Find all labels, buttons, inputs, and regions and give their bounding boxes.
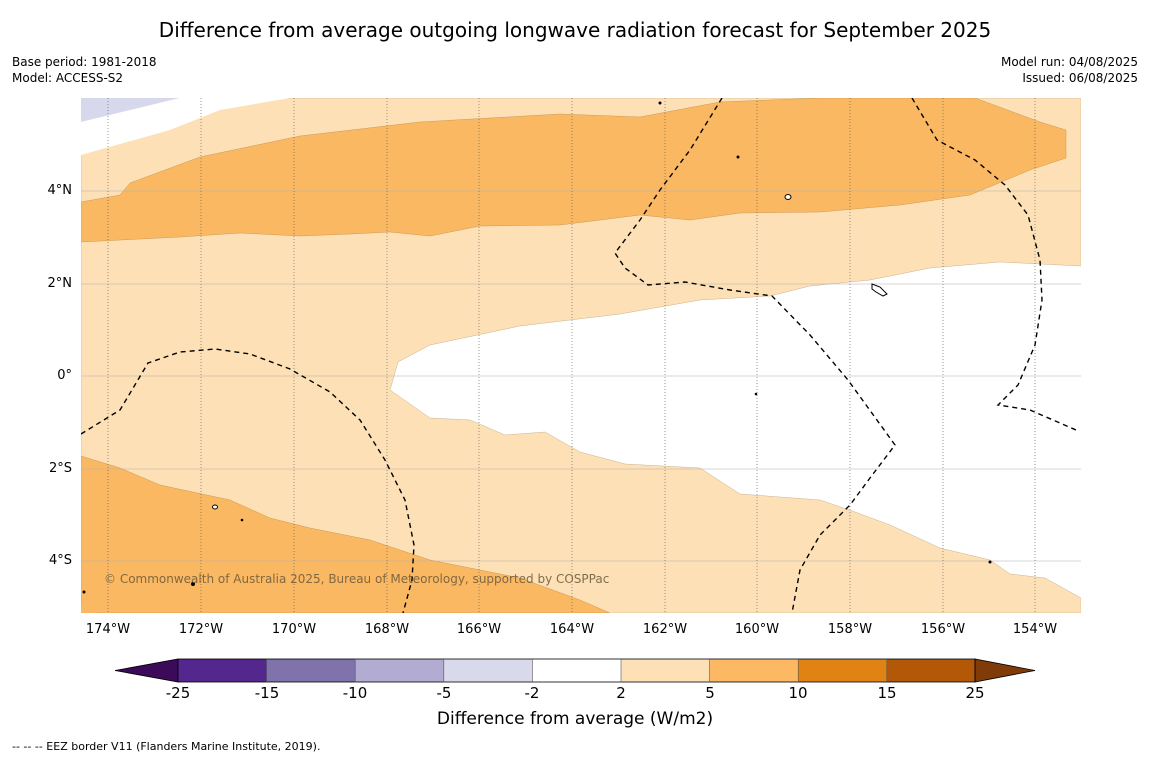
colorbar-seg-neg15 (266, 659, 356, 682)
colorbar-seg-neg25 (178, 659, 267, 682)
lat-label-4s: 4°S (48, 553, 72, 568)
chart-title: Difference from average outgoing longwav… (158, 18, 992, 42)
colorbar-max-extend (974, 658, 1036, 683)
colorbar (114, 658, 1036, 683)
colorbar-seg-10 (798, 659, 887, 682)
meta-left: Base period: 1981-2018 Model: ACCESS-S2 (12, 54, 157, 86)
colorbar-tick-neg10: -10 (342, 684, 368, 702)
region-orange-corner (81, 606, 95, 613)
lon-gridlines (107, 98, 1036, 613)
colorbar-seg-neg10 (355, 659, 444, 682)
issued-date: Issued: 06/08/2025 (1022, 71, 1138, 85)
colorbar-dividers (266, 659, 888, 682)
colorbar-min-extend (114, 658, 179, 683)
lat-label-4n: 4°N (47, 183, 73, 198)
colorbar-tick-neg5: -5 (436, 684, 452, 702)
model-name: Model: ACCESS-S2 (12, 71, 124, 85)
colorbar-seg-5 (709, 659, 799, 682)
lat-label-2n: 2°N (47, 276, 73, 291)
colorbar-frame (177, 658, 976, 683)
lat-gridlines (81, 190, 1081, 562)
copyright-notice: © Commonwealth of Australia 2025, Bureau… (104, 572, 610, 586)
lon-label-174w: 174°W (85, 622, 131, 637)
colorbar-seg-neg5 (443, 659, 533, 682)
colorbar-seg-neg2 (532, 659, 621, 682)
region-white-top-left (81, 98, 290, 155)
colorbar-tick-neg2: -2 (524, 684, 540, 702)
lat-label-0: 0° (57, 368, 72, 383)
colorbar-label: Difference from average (W/m2) (436, 709, 714, 729)
lon-label-168w: 168°W (364, 622, 410, 637)
colorbar-seg-2 (621, 659, 710, 682)
lon-label-158w: 158°W (827, 622, 873, 637)
islands (82, 101, 992, 594)
lon-label-164w: 164°W (549, 622, 595, 637)
meta-right: Model run: 04/08/2025 Issued: 06/08/2025 (1001, 54, 1138, 86)
base-period: Base period: 1981-2018 (12, 55, 157, 69)
region-orange-south (81, 455, 611, 613)
colorbar-tick-2: 2 (616, 684, 626, 702)
colorbar-tick-10: 10 (788, 684, 808, 702)
colorbar-tick-5: 5 (705, 684, 715, 702)
region-orange-north (81, 98, 1067, 243)
model-run: Model run: 04/08/2025 (1000, 55, 1138, 69)
lon-label-154w: 154°W (1012, 622, 1058, 637)
eez-footnote: -- -- -- EEZ border V11 (Flanders Marine… (12, 740, 321, 753)
lat-label-2s: 2°S (48, 461, 72, 476)
lon-label-170w: 170°W (271, 622, 317, 637)
lon-label-160w: 160°W (734, 622, 780, 637)
lon-label-162w: 162°W (642, 622, 688, 637)
eez-borders (81, 98, 1077, 613)
lon-label-156w: 156°W (920, 622, 966, 637)
lon-label-166w: 166°W (456, 622, 502, 637)
colorbar-tick-neg25: -25 (165, 684, 191, 702)
lon-label-172w: 172°W (178, 622, 224, 637)
colorbar-tick-25: 25 (965, 684, 985, 702)
map-plot (81, 98, 1081, 613)
colorbar-tick-15: 15 (877, 684, 897, 702)
colorbar-tick-neg15: -15 (254, 684, 280, 702)
colorbar-seg-15 (886, 659, 975, 682)
